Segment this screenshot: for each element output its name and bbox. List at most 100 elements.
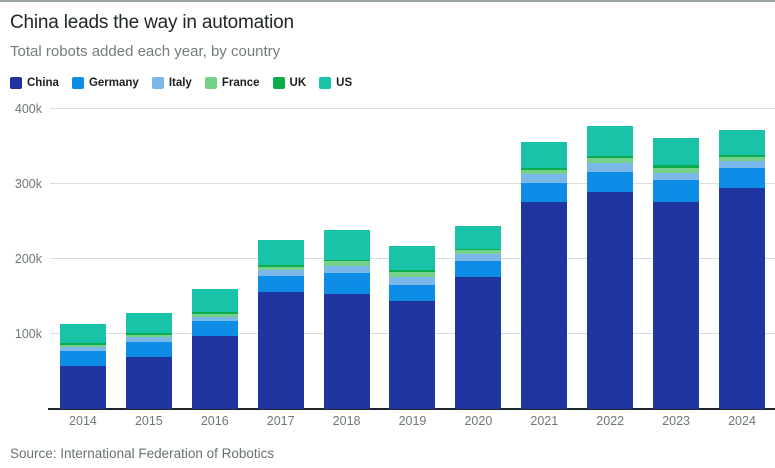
chart-header: China leads the way in automation Total … bbox=[10, 12, 765, 61]
bar-segment-2024-france bbox=[719, 157, 766, 161]
bar-segment-2014-uk bbox=[59, 343, 106, 345]
bar-segment-2017-us bbox=[257, 240, 304, 265]
bar-segment-2022-italy bbox=[587, 163, 634, 172]
bar-segment-2017-china bbox=[257, 292, 304, 409]
x-axis-labels: 2014 2015 2016 2017 2018 2019 2020 2021 2022 2023… bbox=[50, 414, 775, 428]
x-axis-label-2022: 2022 bbox=[596, 414, 625, 428]
legend-label: France bbox=[221, 76, 260, 89]
bar-segment-2024-uk bbox=[719, 154, 766, 157]
legend-swatch-uk bbox=[272, 76, 285, 89]
bar-slot-2020 bbox=[445, 226, 511, 409]
x-axis-label-2021: 2021 bbox=[530, 414, 559, 428]
bar-segment-2023-us bbox=[653, 137, 700, 166]
bar-segment-2014-china bbox=[59, 366, 106, 409]
legend-swatch-italy bbox=[151, 76, 164, 89]
legend-label: China bbox=[27, 76, 59, 89]
bar-segment-2017-italy bbox=[257, 270, 304, 277]
y-axis-label-200k: 200k bbox=[14, 252, 42, 266]
bar-slot-2023 bbox=[643, 137, 709, 409]
bar-segment-2022-uk bbox=[587, 155, 634, 158]
bar-slot-2014 bbox=[50, 323, 116, 409]
bar-segment-2019-uk bbox=[389, 270, 436, 272]
bar-segment-2014-germany bbox=[59, 351, 106, 367]
bar-segment-2024-germany bbox=[719, 167, 766, 188]
bar-2023 bbox=[653, 137, 700, 409]
legend-item-china: China bbox=[10, 76, 59, 89]
bar-segment-2021-uk bbox=[521, 167, 568, 170]
x-axis-label-2014: 2014 bbox=[69, 414, 97, 428]
bar-segment-2015-uk bbox=[125, 333, 172, 335]
bar-segment-2020-italy bbox=[455, 253, 502, 261]
bar-segment-2015-china bbox=[125, 357, 172, 409]
bar-2021 bbox=[521, 142, 568, 409]
bar-segment-2017-france bbox=[257, 266, 304, 271]
legend-label: US bbox=[336, 76, 353, 89]
bar-2014 bbox=[59, 323, 106, 409]
bar-segment-2016-china bbox=[191, 336, 238, 409]
bar-2022 bbox=[587, 125, 634, 409]
bar-segment-2023-france bbox=[653, 168, 700, 173]
bar-segment-2023-italy bbox=[653, 172, 700, 181]
x-axis-label-2017: 2017 bbox=[266, 414, 295, 428]
bars-container bbox=[50, 99, 775, 409]
bar-slot-2019 bbox=[380, 245, 446, 409]
bar-segment-2014-france bbox=[59, 344, 106, 347]
bar-segment-2022-france bbox=[587, 157, 634, 163]
x-axis-label-2024: 2024 bbox=[728, 414, 756, 428]
legend-item-france: France bbox=[204, 76, 260, 89]
bar-slot-2017 bbox=[248, 240, 314, 409]
legend-item-uk: UK bbox=[272, 76, 307, 89]
bar-segment-2019-us bbox=[389, 245, 436, 271]
legend-label: Italy bbox=[168, 76, 192, 89]
bar-segment-2015-italy bbox=[125, 337, 172, 343]
bar-segment-2021-germany bbox=[521, 183, 568, 202]
bar-slot-2021 bbox=[511, 142, 577, 409]
x-axis-label-2018: 2018 bbox=[332, 414, 361, 428]
gridline-400k bbox=[50, 108, 775, 109]
legend-label: UK bbox=[289, 76, 307, 89]
bar-segment-2016-uk bbox=[191, 312, 238, 314]
bar-2019 bbox=[389, 245, 436, 409]
bar-segment-2016-france bbox=[191, 313, 238, 317]
legend-item-us: US bbox=[319, 76, 353, 89]
bar-segment-2018-uk bbox=[323, 259, 370, 262]
bar-segment-2018-china bbox=[323, 293, 370, 409]
bar-segment-2015-us bbox=[125, 313, 172, 334]
bar-segment-2014-us bbox=[59, 323, 106, 343]
bar-segment-2022-us bbox=[587, 125, 634, 156]
bar-2015 bbox=[125, 313, 172, 409]
x-axis-line bbox=[48, 408, 775, 410]
gridline-300k bbox=[50, 183, 775, 184]
bar-segment-2024-italy bbox=[719, 160, 766, 168]
bar-segment-2019-italy bbox=[389, 277, 436, 286]
bar-segment-2021-us bbox=[521, 142, 568, 168]
bar-slot-2022 bbox=[577, 125, 643, 409]
stacked-bar-chart: 100k 200k 300k 400k 2014 2015 2016 2017 2018 201… bbox=[0, 99, 775, 433]
y-axis-label-300k: 300k bbox=[14, 177, 42, 191]
y-axis-label-400k: 400k bbox=[14, 102, 42, 116]
bar-segment-2016-us bbox=[191, 289, 238, 313]
bar-2020 bbox=[455, 226, 502, 409]
bar-segment-2018-germany bbox=[323, 273, 370, 294]
bar-segment-2020-us bbox=[455, 226, 502, 249]
legend-item-italy: Italy bbox=[151, 76, 192, 89]
bar-segment-2016-germany bbox=[191, 321, 238, 337]
bar-segment-2018-france bbox=[323, 261, 370, 266]
bar-segment-2016-italy bbox=[191, 316, 238, 322]
legend-swatch-france bbox=[204, 76, 217, 89]
bar-2016 bbox=[191, 289, 238, 409]
legend-swatch-china bbox=[10, 76, 22, 89]
legend-swatch-germany bbox=[71, 76, 84, 89]
bar-segment-2020-france bbox=[455, 250, 502, 254]
x-axis-label-2015: 2015 bbox=[134, 414, 163, 428]
bar-segment-2024-china bbox=[719, 187, 766, 409]
source-note: Source: International Federation of Robo… bbox=[10, 446, 275, 461]
bar-segment-2019-germany bbox=[389, 285, 436, 301]
legend-item-germany: Germany bbox=[71, 76, 139, 89]
bar-segment-2015-france bbox=[125, 334, 172, 337]
bar-segment-2015-germany bbox=[125, 342, 172, 358]
bar-segment-2017-germany bbox=[257, 276, 304, 292]
x-axis-label-2016: 2016 bbox=[200, 414, 229, 428]
bar-slot-2016 bbox=[182, 289, 248, 409]
